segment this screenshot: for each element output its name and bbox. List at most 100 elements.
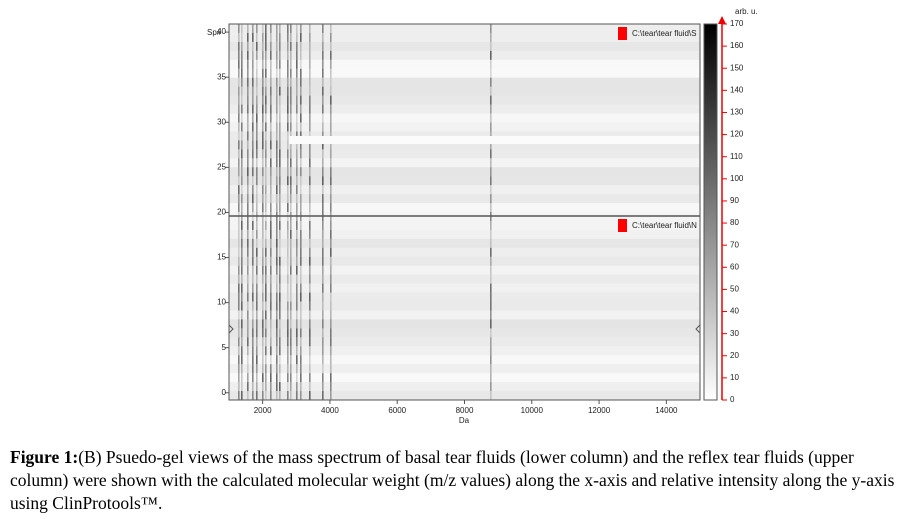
gel-band	[290, 176, 292, 186]
gel-band	[247, 50, 249, 61]
gel-band	[287, 238, 289, 249]
gel-band	[276, 310, 278, 320]
gel-band	[262, 355, 264, 365]
gel-band	[330, 265, 332, 276]
gel-band	[300, 95, 302, 106]
gel-band	[322, 292, 324, 303]
gel-band	[300, 274, 302, 285]
gel-band	[296, 328, 298, 338]
gel-band	[247, 364, 249, 374]
gel-band	[252, 373, 254, 383]
gel-band	[241, 274, 243, 285]
gel-band	[276, 167, 278, 177]
gel-band	[490, 382, 492, 392]
gel-band	[247, 337, 249, 347]
gel-band	[265, 247, 267, 258]
gel-band	[276, 229, 278, 240]
gel-band	[276, 346, 278, 356]
gel-row	[229, 328, 700, 338]
gel-band	[276, 41, 278, 52]
gel-band	[256, 140, 258, 150]
gel-band	[290, 391, 292, 401]
gel-band	[256, 247, 258, 258]
gel-band	[296, 355, 298, 365]
gel-band	[300, 185, 302, 195]
gel-band	[270, 337, 272, 347]
gel-band	[300, 59, 302, 70]
gel-band	[276, 355, 278, 365]
gel-band	[265, 203, 267, 213]
gel-band	[262, 122, 264, 132]
gel-band	[279, 346, 281, 356]
gel-band	[322, 373, 324, 383]
colorbar-tick-label: 60	[730, 262, 739, 271]
gel-band	[265, 50, 267, 61]
gel-band	[490, 310, 492, 320]
gel-band	[256, 328, 258, 338]
gel-band	[296, 68, 298, 79]
gel-band	[276, 337, 278, 347]
gel-band	[296, 256, 298, 267]
gel-band	[300, 337, 302, 347]
gel-band	[322, 382, 324, 392]
gel-band	[287, 86, 289, 97]
gel-band	[265, 265, 267, 276]
gel-band	[290, 283, 292, 294]
gel-band	[252, 50, 254, 61]
gel-band	[247, 310, 249, 320]
gel-row	[229, 391, 700, 401]
gel-band	[252, 328, 254, 338]
colorbar-tick-label: 100	[730, 174, 744, 183]
gel-band	[287, 185, 289, 195]
gel-band	[287, 32, 289, 43]
gel-band	[300, 203, 302, 213]
gel-band	[238, 274, 240, 285]
gel-band	[330, 104, 332, 115]
gel-band	[490, 167, 492, 177]
gel-band	[252, 337, 254, 347]
gel-band	[287, 256, 289, 267]
y-tick-label: 30	[217, 117, 226, 126]
gel-band	[309, 32, 311, 43]
legend-swatch	[618, 27, 627, 40]
gel-band	[279, 238, 281, 249]
gel-band	[490, 256, 492, 267]
gel-band	[256, 104, 258, 115]
gel-band	[276, 203, 278, 213]
gel-band	[262, 68, 264, 79]
gel-band	[270, 265, 272, 276]
gel-band	[262, 176, 264, 186]
colorbar-tick-label: 150	[730, 63, 744, 72]
gel-band	[270, 319, 272, 329]
gel-band	[241, 104, 243, 115]
gel-row	[229, 167, 700, 177]
gel-band	[309, 185, 311, 195]
gel-band	[270, 176, 272, 186]
gel-band	[256, 292, 258, 303]
gel-band	[290, 140, 292, 150]
gel-band	[279, 104, 281, 115]
gel-band	[262, 194, 264, 204]
gel-band	[252, 167, 254, 177]
gel-band	[300, 194, 302, 204]
gel-band	[262, 41, 264, 52]
gel-band	[300, 167, 302, 177]
gel-band	[252, 274, 254, 285]
gel-band	[270, 238, 272, 249]
gel-band	[279, 95, 281, 106]
gel-band	[322, 328, 324, 338]
gel-band	[270, 391, 272, 401]
gel-band	[279, 247, 281, 258]
gel-band	[300, 292, 302, 303]
gel-band	[265, 32, 267, 43]
gel-band	[330, 32, 332, 43]
gel-band	[296, 319, 298, 329]
gel-band	[241, 265, 243, 276]
gel-band	[256, 167, 258, 177]
y-tick-label: 40	[217, 27, 226, 36]
legend-swatch	[618, 219, 627, 232]
gel-band	[300, 328, 302, 338]
gel-band	[296, 86, 298, 97]
gel-band	[279, 158, 281, 168]
gel-band	[300, 364, 302, 374]
